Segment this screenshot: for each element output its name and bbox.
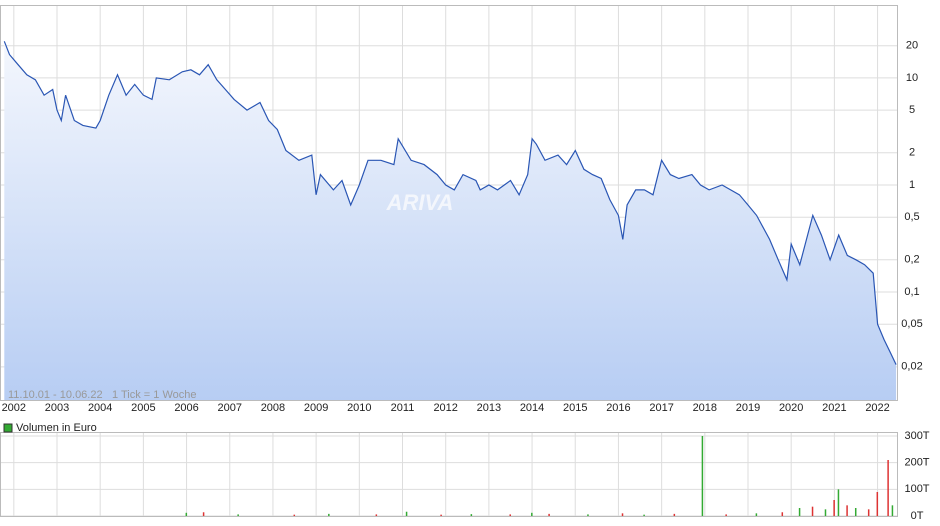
annotation: 1 Tick = 1 Woche	[112, 389, 196, 401]
x-tick-label: 2015	[563, 402, 587, 414]
volume-bar	[202, 512, 205, 516]
x-tick-label: 2021	[822, 402, 846, 414]
volume-bar	[798, 508, 801, 516]
volume-bar	[470, 514, 473, 516]
x-tick-label: 2006	[174, 402, 198, 414]
area	[4, 41, 897, 401]
volume-bar	[755, 513, 758, 516]
y-tick-label: 2	[909, 147, 915, 159]
volume-bar	[811, 506, 814, 516]
x-tick-label: 2007	[218, 402, 242, 414]
x-tick-label: 2004	[88, 402, 112, 414]
volume-bar	[876, 492, 879, 516]
y-tick-label: 0,5	[904, 211, 919, 223]
x-tick-label: 2016	[606, 402, 630, 414]
x-tick-label: 2017	[649, 402, 673, 414]
volume-bar	[887, 460, 889, 516]
x-tick-label: 2018	[693, 402, 717, 414]
watermark: ARIVA	[386, 190, 454, 215]
x-tick-label: 2002	[2, 402, 26, 414]
volume-bar	[854, 508, 857, 516]
x-tick-label: 2010	[347, 402, 371, 414]
x-tick-label: 2020	[779, 402, 803, 414]
volume-bar	[833, 500, 835, 516]
volume-bar	[725, 514, 727, 516]
volume-bar	[824, 509, 827, 516]
x-tick-label: 2022	[865, 402, 889, 414]
x-tick-label: 2008	[261, 402, 285, 414]
y-tick-label: 1	[909, 179, 915, 191]
volume-bar	[375, 514, 378, 516]
volume-bar	[548, 513, 550, 516]
volume-bar	[781, 512, 784, 516]
annotation: 11.10.01 - 10.06.22	[8, 389, 103, 401]
volume-bar	[440, 514, 442, 516]
legend-label: Volumen in Euro	[16, 422, 97, 434]
legend-swatch	[3, 423, 13, 433]
x-tick-label: 2014	[520, 402, 544, 414]
volume-frame	[0, 432, 898, 517]
x-tick-label: 2013	[477, 402, 501, 414]
x-tick-label: 2011	[391, 402, 415, 414]
y-tick-label: 5	[909, 104, 915, 116]
x-tick-label: 2003	[45, 402, 69, 414]
y-tick-label: 0,02	[901, 361, 922, 373]
volume-bar	[293, 514, 296, 516]
y-tick-label: 0T	[911, 510, 924, 522]
volume-bar	[531, 512, 533, 516]
volume-bar	[837, 489, 840, 516]
volume-bar	[328, 513, 330, 516]
price-line	[3, 41, 897, 365]
volume-bar	[643, 514, 645, 516]
volume-bar	[891, 505, 894, 516]
volume-bar	[673, 513, 676, 516]
y-tick-label: 0,2	[904, 254, 919, 266]
x-tick-label: 2009	[304, 402, 328, 414]
y-tick-label: 10	[906, 72, 918, 84]
y-tick-label: 100T	[904, 483, 929, 495]
volume-bar	[621, 513, 624, 516]
y-tick-label: 200T	[904, 457, 929, 469]
y-tick-label: 300T	[904, 430, 929, 442]
volume-bar	[405, 511, 408, 516]
y-tick-label: 20	[906, 40, 918, 52]
volume-bar	[846, 505, 848, 516]
volume-bar	[185, 512, 188, 516]
x-tick-label: 2019	[736, 402, 760, 414]
volume-bar	[701, 436, 704, 516]
y-tick-label: 0,05	[901, 318, 922, 330]
y-tick-label: 0,1	[904, 286, 919, 298]
volume-bar	[237, 514, 239, 516]
volume-bar	[587, 514, 589, 516]
volume-bar	[867, 509, 870, 516]
x-tick-label: 2005	[131, 402, 155, 414]
volume-bar	[509, 514, 511, 516]
plot-frame	[0, 5, 898, 401]
x-tick-label: 2012	[433, 402, 457, 414]
